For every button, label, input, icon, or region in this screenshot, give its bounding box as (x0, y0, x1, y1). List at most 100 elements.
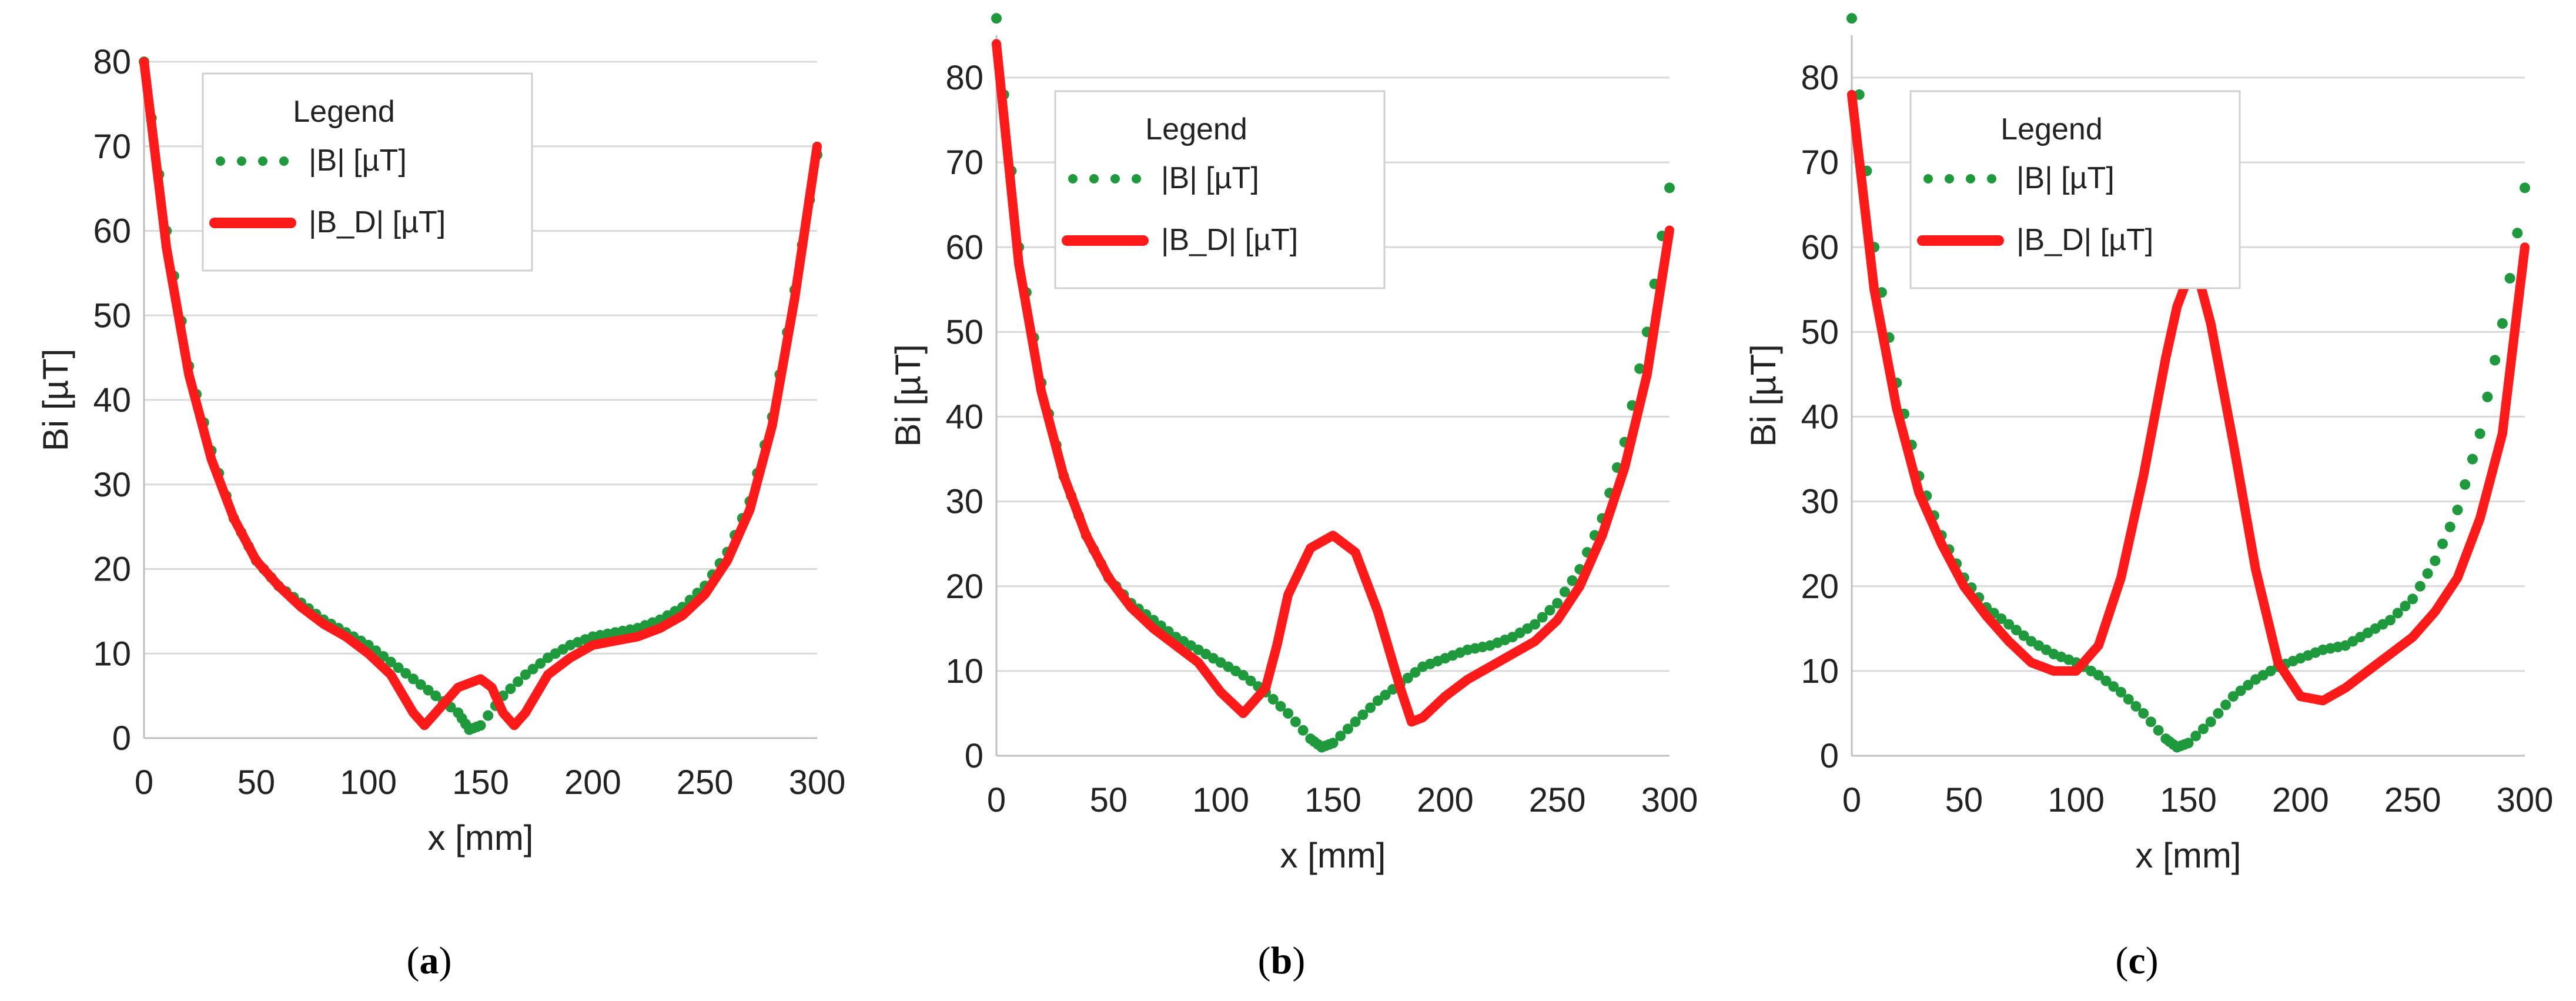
data-point-b (2467, 453, 2478, 465)
x-tick-label: 0 (1842, 781, 1861, 819)
data-point-b (1846, 13, 1857, 24)
legend-swatch-b (1966, 174, 1975, 183)
x-tick-label: 100 (2048, 781, 2105, 819)
legend-entry: |B_D| [µT] (2016, 223, 2153, 257)
data-point-b (1335, 730, 1346, 742)
data-point-b (430, 690, 441, 702)
data-point-b (2520, 182, 2530, 193)
data-point-b (2400, 600, 2411, 612)
y-tick-label: 50 (1801, 313, 1839, 351)
y-tick-label: 60 (93, 212, 131, 251)
data-point-b (1402, 672, 1413, 683)
data-point-b (535, 658, 546, 669)
data-point-b (1537, 612, 1548, 623)
legend-swatch-b (216, 156, 225, 166)
data-point-b (527, 663, 538, 675)
legend-entry: |B| [µT] (309, 144, 407, 178)
data-point-b (1544, 605, 1555, 616)
series-line-bd (139, 57, 822, 730)
data-point-b (1996, 613, 2007, 625)
y-axis-title: Bi [µT] (888, 344, 928, 447)
y-tick-label: 30 (93, 466, 131, 504)
x-tick-label: 100 (1192, 781, 1249, 819)
data-point-b (2437, 538, 2448, 549)
x-tick-label: 250 (677, 763, 734, 802)
series-bd-magnitude (992, 39, 1674, 727)
y-tick-label: 10 (1801, 652, 1839, 690)
y-tick-label: 50 (93, 296, 131, 335)
legend-swatch-b (258, 156, 267, 166)
x-tick-label: 150 (2160, 781, 2217, 819)
data-point-b (475, 720, 486, 731)
data-point-b (1237, 670, 1249, 681)
x-tick-label: 300 (2497, 781, 2554, 819)
data-point-b (2138, 708, 2149, 719)
data-point-b (1357, 709, 1369, 720)
data-point-b (2227, 691, 2239, 702)
y-tick-label: 70 (945, 144, 983, 182)
x-tick-label: 100 (340, 763, 397, 802)
legend-box (1909, 90, 2241, 289)
data-point-b (1410, 667, 1421, 678)
x-tick-label: 50 (1945, 781, 1983, 819)
data-point-b (393, 662, 404, 673)
data-point-b (2243, 679, 2254, 690)
legend-swatch-b (1945, 174, 1954, 183)
data-point-b (2235, 685, 2246, 696)
x-tick-label: 0 (135, 763, 153, 802)
data-point-b (2220, 699, 2232, 710)
data-point-b (2490, 355, 2501, 366)
data-point-b (1297, 725, 1309, 736)
data-point-b (1559, 586, 1570, 598)
data-point-b (1380, 689, 1391, 700)
y-tick-label: 60 (1801, 228, 1839, 266)
data-point-b (2504, 273, 2515, 284)
data-point-b (1552, 598, 1563, 609)
y-tick-label: 30 (1801, 483, 1839, 521)
x-tick-label: 50 (237, 763, 276, 802)
data-point-b (2197, 723, 2209, 735)
data-point-b (1350, 716, 1361, 728)
legend-entry: |B_D| [µT] (309, 205, 446, 239)
data-point-b (1245, 675, 1256, 686)
data-point-b (2482, 391, 2493, 402)
data-point-b (505, 683, 516, 695)
data-point-b (1365, 702, 1376, 713)
x-tick-label: 300 (1641, 781, 1698, 819)
legend-title: Legend (2000, 112, 2103, 146)
legend: Legend |B| [µT] |B_D| [µT] (202, 72, 533, 272)
y-tick-label: 40 (945, 398, 983, 436)
data-point-b (2205, 716, 2216, 728)
data-point-b (2093, 670, 2104, 681)
legend: Legend |B| [µT] |B_D| [µT] (1909, 90, 2241, 289)
y-tick-label: 0 (1820, 737, 1839, 775)
panel-caption: (c) (2115, 939, 2158, 982)
data-point-b (1275, 700, 1286, 712)
legend-entry: |B_D| [µT] (1161, 223, 1298, 257)
data-point-b (2213, 708, 2224, 719)
data-point-b (1372, 695, 1383, 706)
data-point-b (2130, 700, 2142, 712)
y-tick-label: 60 (945, 228, 983, 266)
x-tick-label: 50 (1090, 781, 1128, 819)
data-point-b (1283, 708, 1294, 719)
y-tick-label: 0 (965, 737, 983, 775)
legend-box (202, 72, 533, 272)
series-line-bd (992, 39, 1674, 727)
y-tick-label: 80 (945, 59, 983, 97)
data-point-b (2512, 228, 2523, 239)
y-axis-title: Bi [µT] (36, 349, 75, 452)
x-tick-label: 150 (452, 763, 509, 802)
data-point-b (2430, 555, 2441, 566)
x-axis-title: x [mm] (2136, 836, 2242, 875)
data-point-b (2444, 521, 2455, 532)
data-point-b (2003, 619, 2015, 630)
panel-caption: (a) (407, 939, 452, 982)
data-point-b (483, 710, 494, 721)
y-tick-label: 10 (93, 635, 131, 673)
legend-swatch-b (1110, 174, 1120, 183)
data-point-b (991, 13, 1002, 24)
data-point-b (1634, 363, 1645, 374)
data-point-b (2100, 675, 2112, 686)
data-point-b (1342, 723, 1353, 735)
